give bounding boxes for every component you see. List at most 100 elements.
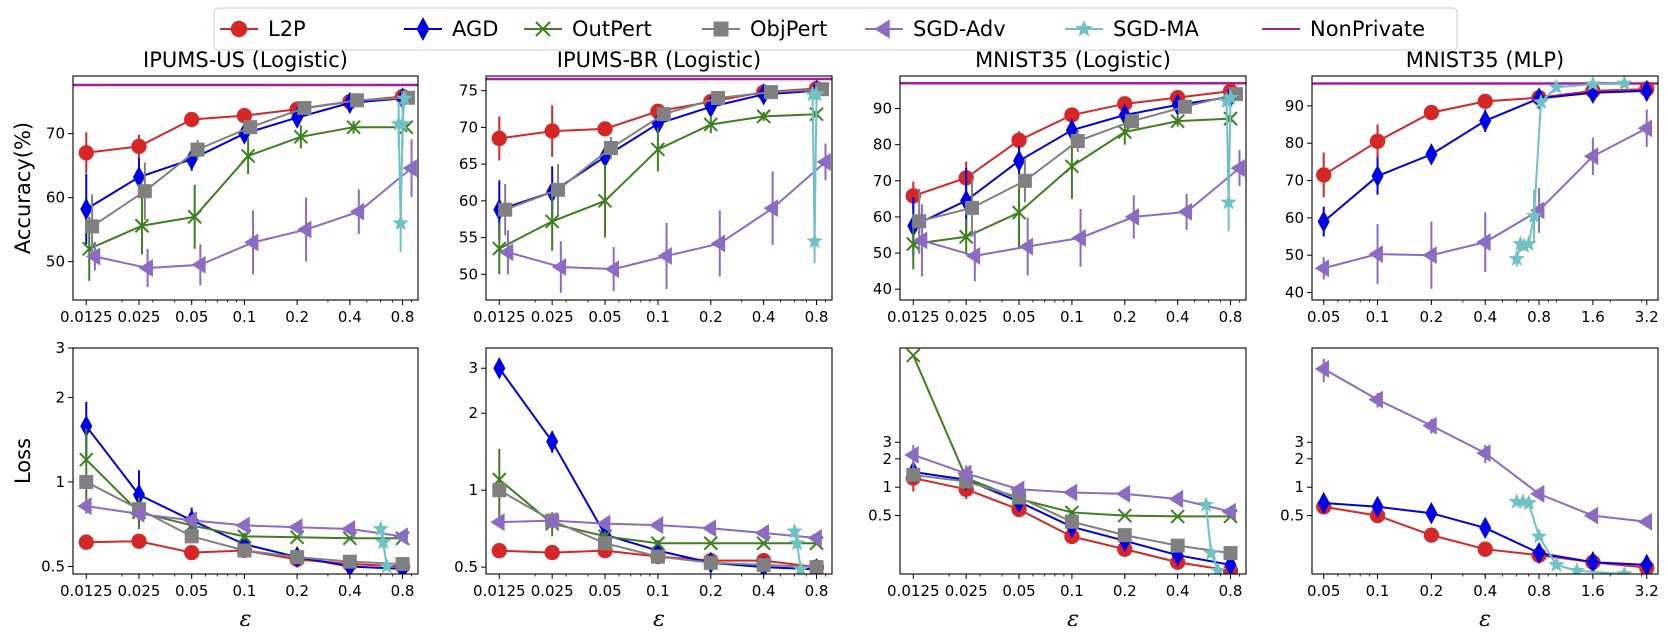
plot-area xyxy=(486,77,832,293)
point-sgd-adv xyxy=(1637,512,1653,531)
point-sgd-adv xyxy=(1637,119,1653,138)
point-agd xyxy=(1479,516,1492,540)
point-sgd-adv xyxy=(129,504,145,523)
point-outpert xyxy=(1011,205,1027,220)
legend-marker-l2p xyxy=(230,20,248,38)
x-tick-label: 0.0125 xyxy=(60,308,113,326)
point-l2p xyxy=(1423,527,1440,543)
x-tick-label: 0.05 xyxy=(175,582,208,600)
point-sgd-ma xyxy=(808,85,825,102)
y-tick-label: 2 xyxy=(882,450,892,468)
y-tick-label: 3 xyxy=(882,433,892,451)
point-outpert xyxy=(1170,113,1185,129)
point-objpert xyxy=(1064,514,1079,529)
point-sgd-ma xyxy=(378,557,396,574)
point-sgd-adv xyxy=(754,524,769,542)
y-tick-label: 90 xyxy=(873,100,892,118)
x-tick-label: 0.8 xyxy=(1219,308,1243,326)
point-sgd-adv xyxy=(235,516,250,535)
point-agd xyxy=(1640,553,1653,574)
point-sgd-ma xyxy=(1532,93,1550,110)
series-sgd-ma xyxy=(1508,493,1633,574)
point-objpert xyxy=(603,140,618,155)
x-tick-label: 0.8 xyxy=(805,308,829,326)
series-sgd-adv xyxy=(912,150,1245,282)
point-sgd-adv xyxy=(393,527,408,546)
axes-frame xyxy=(899,347,1247,575)
y-tick-label: 90 xyxy=(1285,97,1304,115)
point-agd xyxy=(493,357,506,380)
x-tick-label: 0.1 xyxy=(646,582,670,600)
point-sgd-adv xyxy=(297,220,312,239)
x-tick-label: 0.025 xyxy=(531,582,574,600)
x-tick-label: 0.2 xyxy=(1419,582,1443,600)
axes-frame xyxy=(899,75,1247,301)
point-sgd-ma xyxy=(374,533,392,550)
y-tick-label: 40 xyxy=(1285,284,1304,302)
point-sgd-ma xyxy=(392,214,409,231)
x-tick-label: 0.05 xyxy=(588,582,621,600)
x-tick-label: 0.8 xyxy=(805,582,829,600)
point-l2p xyxy=(78,534,94,550)
point-sgd-adv xyxy=(1177,202,1192,221)
point-outpert xyxy=(79,452,94,467)
point-sgd-adv xyxy=(1062,483,1078,502)
x-tick-label: 3.2 xyxy=(1635,308,1659,326)
panel-title: IPUMS-BR (Logistic) xyxy=(557,48,761,72)
series-l2p xyxy=(1316,81,1655,198)
point-objpert xyxy=(1125,114,1140,129)
legend-label-sgd-ma: SGD-MA xyxy=(1113,17,1199,41)
x-tick-label: 0.4 xyxy=(1166,582,1190,600)
plot-area xyxy=(73,83,418,288)
legend-item-l2p: L2P xyxy=(220,17,306,41)
y-tick-label: 55 xyxy=(459,229,478,247)
x-tick-label: 0.05 xyxy=(1002,308,1035,326)
point-sgd-adv xyxy=(1071,228,1086,247)
panel-title: MNIST35 (Logistic) xyxy=(975,48,1171,72)
series-sgd-adv xyxy=(85,139,417,288)
y-tick-label: 60 xyxy=(1285,209,1304,227)
point-sgd-ma xyxy=(1525,207,1543,224)
y-tick-label: 70 xyxy=(46,125,65,143)
y-tick-label: 50 xyxy=(1285,246,1304,264)
legend-item-sgd-adv: SGD-Adv xyxy=(865,17,1006,41)
point-agd xyxy=(1371,164,1384,188)
y-tick-label: 80 xyxy=(873,136,892,154)
legend-marker-sgd-ma xyxy=(1075,19,1093,37)
point-sgd-adv xyxy=(957,464,972,483)
point-sgd-adv xyxy=(288,518,303,537)
point-sgd-ma xyxy=(1568,562,1585,574)
point-objpert xyxy=(965,200,980,215)
legend: L2P AGD OutPert ObjPert SGD-Adv SGD-MA NonPriv… xyxy=(213,7,1458,51)
legend-label-agd: AGD xyxy=(452,17,498,41)
point-sgd-ma xyxy=(1520,494,1537,511)
y-tick-label: 40 xyxy=(873,280,892,298)
x-tick-label: 0.0125 xyxy=(60,582,113,600)
x-tick-label: 0.1 xyxy=(1060,582,1084,600)
point-sgd-adv xyxy=(648,516,664,535)
x-tick-label: 0.4 xyxy=(1473,582,1497,600)
y-tick-label: 70 xyxy=(1285,172,1304,190)
y-tick-label: 50 xyxy=(459,265,478,283)
point-l2p xyxy=(544,123,560,139)
x-tick-label: 0.1 xyxy=(646,308,670,326)
point-sgd-ma xyxy=(1520,235,1537,252)
x-tick-label: 0.025 xyxy=(945,308,988,326)
x-tick-label: 0.025 xyxy=(945,582,988,600)
y-tick-label: 70 xyxy=(873,172,892,190)
x-tick-label: 0.4 xyxy=(752,582,776,600)
point-sgd-adv xyxy=(816,152,831,171)
plot-area xyxy=(77,401,411,574)
y-tick-label: 50 xyxy=(46,253,65,271)
point-objpert xyxy=(350,93,365,108)
point-l2p xyxy=(491,543,507,559)
point-agd xyxy=(1013,149,1026,173)
point-objpert xyxy=(756,557,771,572)
point-sgd-adv xyxy=(402,159,417,178)
point-l2p xyxy=(184,544,200,561)
point-sgd-adv xyxy=(1018,237,1034,256)
y-tick-label: 1 xyxy=(1294,478,1304,496)
point-sgd-adv xyxy=(807,529,822,547)
point-agd xyxy=(1317,210,1330,233)
